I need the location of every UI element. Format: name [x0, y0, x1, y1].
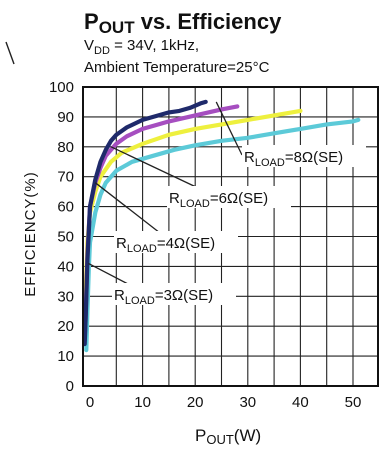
x-axis-label-rest: (W) [234, 426, 261, 445]
chart-subtitle-line1: VDD = 34V, 1kHz, [84, 37, 199, 57]
y-tick-label: 10 [57, 348, 74, 365]
chart-title-rest: vs. Efficiency [135, 9, 283, 34]
x-tick-label: 0 [86, 394, 94, 411]
annotation-label-rest: =4Ω(SE) [157, 235, 215, 252]
annotation-label-sub: LOAD [127, 243, 157, 255]
y-axis-label: EFFICIENCY(%) [22, 171, 39, 297]
annotation-label-main: R [114, 287, 125, 304]
annotation-label: RLOAD=6Ω(SE) [169, 190, 268, 210]
x-tick-label: 10 [134, 394, 151, 411]
annotation-label-main: R [244, 149, 255, 166]
x-tick-label: 40 [292, 394, 309, 411]
annotation-label-bg [114, 231, 238, 253]
annotation-labels: RLOAD=8Ω(SE)RLOAD=6Ω(SE)RLOAD=4Ω(SE)RLOA… [112, 145, 366, 307]
annotation-label-bg [112, 283, 236, 305]
y-tick-label: 20 [57, 318, 74, 335]
series-line [82, 99, 208, 347]
x-axis-label: POUT(W) [195, 426, 261, 447]
x-tick-label: 50 [345, 394, 362, 411]
y-tick-label: 90 [57, 109, 74, 126]
edge-mark [5, 41, 15, 65]
y-tick-label: 40 [57, 258, 74, 275]
y-tick-label: 100 [49, 79, 74, 96]
series-layer [82, 99, 361, 353]
y-tick-label: 50 [57, 229, 74, 246]
y-tick-label: 70 [57, 169, 74, 186]
annotation-label-rest: =8Ω(SE) [285, 149, 343, 166]
annotation-label-main: R [116, 235, 127, 252]
annotation-leader [215, 101, 243, 156]
subtitle-vdd: V [84, 37, 94, 54]
annotation-label-bg [242, 145, 366, 167]
x-tick-label: 30 [239, 394, 256, 411]
x-tick-label: 20 [187, 394, 204, 411]
y-tick-label: 0 [66, 378, 74, 395]
y-tick-label: 80 [57, 139, 74, 156]
annotation-leader [94, 182, 161, 234]
annotation-leader [88, 262, 131, 286]
annotation-label-sub: LOAD [255, 157, 285, 169]
annotation-label-rest: =3Ω(SE) [155, 287, 213, 304]
annotation-label: RLOAD=3Ω(SE) [114, 287, 213, 307]
chart-title-sub: OUT [99, 18, 136, 37]
plot-frame [82, 86, 379, 387]
annotation-leader [110, 146, 197, 188]
annotation-label: RLOAD=4Ω(SE) [116, 235, 215, 255]
chart-title-main: P [84, 9, 99, 34]
x-axis-label-sub: OUT [206, 432, 234, 447]
tick-labels: 0 10 20 30 40 50 60 70 80 90 100 0 10 20 30 40 50 [49, 79, 361, 411]
y-tick-label: 30 [57, 288, 74, 305]
x-axis-label-main: P [195, 426, 206, 445]
annotation-label-main: R [169, 190, 180, 207]
annotation-label-rest: =6Ω(SE) [210, 190, 268, 207]
axes-frame [82, 86, 379, 387]
annotation-label-sub: LOAD [180, 198, 210, 210]
subtitle-vdd-sub: DD [94, 45, 110, 57]
annotation-label: RLOAD=8Ω(SE) [244, 149, 343, 169]
chart-subtitle-line2: Ambient Temperature=25°C [84, 59, 270, 76]
annotation-label-sub: LOAD [125, 295, 155, 307]
chart-title: POUT vs. Efficiency [84, 9, 282, 37]
annotation-leaders [88, 101, 243, 286]
y-tick-label: 60 [57, 199, 74, 216]
subtitle-vdd-rest: = 34V, 1kHz, [110, 37, 199, 54]
annotation-label-bg [167, 186, 291, 208]
